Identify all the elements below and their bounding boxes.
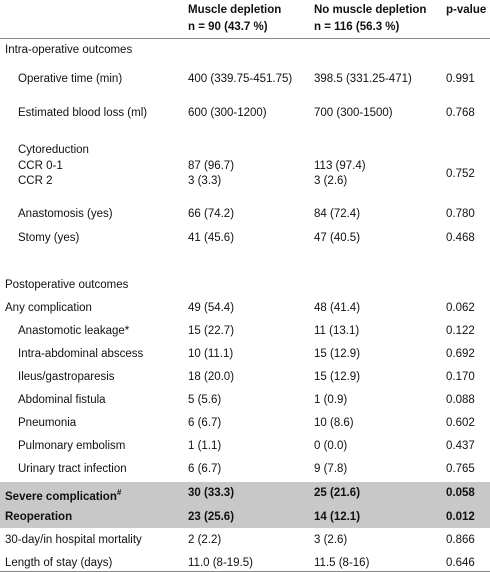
- row-label: Estimated blood loss (ml): [18, 107, 148, 119]
- row-label: Pneumonia: [18, 417, 77, 429]
- row-label: Abdominal fistula: [18, 394, 106, 406]
- row-label: Severe complication#: [5, 488, 122, 503]
- cell: 10 (11.1): [188, 348, 234, 360]
- column-subheader: n = 90 (43.7 %): [188, 21, 268, 33]
- cell: 0.780: [446, 208, 475, 220]
- cell: 0.170: [446, 371, 475, 383]
- cell: 30 (33.3): [188, 487, 235, 499]
- cell: 0.765: [446, 463, 475, 475]
- cell: 15 (12.9): [314, 371, 361, 383]
- row-label: 30-day/in hospital mortality: [5, 534, 142, 546]
- cell: 2 (2.2): [188, 534, 222, 546]
- cell: 48 (41.4): [314, 302, 361, 314]
- cell: 87 (96.7): [188, 160, 235, 172]
- row-label: CCR 2: [18, 175, 53, 187]
- cell: 15 (12.9): [314, 348, 361, 360]
- cell: 3 (2.6): [314, 175, 348, 187]
- cell: 700 (300-1500): [314, 107, 393, 119]
- cell: 0.602: [446, 417, 475, 429]
- header-rule: [0, 38, 490, 39]
- cell: 23 (25.6): [188, 511, 235, 523]
- cell: 1 (1.1): [188, 440, 222, 452]
- row-label: Anastomosis (yes): [18, 208, 113, 220]
- cell: 5 (5.6): [188, 394, 222, 406]
- cell: 49 (54.4): [188, 302, 235, 314]
- cell: 25 (21.6): [314, 487, 361, 499]
- cell: 15 (22.7): [188, 325, 235, 337]
- section-title: Postoperative outcomes: [5, 279, 129, 291]
- row-label: Ileus/gastroparesis: [18, 371, 115, 383]
- cell: 0.646: [446, 557, 475, 569]
- cell: 14 (12.1): [314, 511, 361, 523]
- cell: 3 (2.6): [314, 534, 348, 546]
- cell: 600 (300-1200): [188, 107, 267, 119]
- cell: 0.012: [446, 511, 475, 523]
- cell: 9 (7.8): [314, 463, 348, 475]
- column-subheader: n = 116 (56.3 %): [314, 21, 400, 33]
- cell: 398.5 (331.25-471): [314, 73, 412, 85]
- row-label: Reoperation: [5, 511, 73, 523]
- cell: 0.468: [446, 232, 475, 244]
- row-label: Length of stay (days): [5, 557, 113, 569]
- cell: 113 (97.4): [314, 160, 366, 172]
- cell: 0.058: [446, 487, 475, 499]
- cell: 47 (40.5): [314, 232, 361, 244]
- footnote-mark: #: [116, 488, 122, 497]
- row-label: Operative time (min): [18, 73, 123, 85]
- row-label: Cytoreduction: [18, 144, 89, 156]
- row-label: Pulmonary embolism: [18, 440, 126, 452]
- cell: 0.692: [446, 348, 475, 360]
- cell: 10 (8.6): [314, 417, 354, 429]
- row-label: Stomy (yes): [18, 232, 80, 244]
- column-header: Muscle depletion: [188, 4, 282, 16]
- cell: 11 (13.1): [314, 325, 360, 337]
- row-label: Intra-abdominal abscess: [18, 348, 144, 360]
- cell: 0.991: [446, 73, 475, 85]
- cell: 66 (74.2): [188, 208, 235, 220]
- row-label: Urinary tract infection: [18, 463, 127, 475]
- section-title: Intra-operative outcomes: [5, 44, 133, 56]
- cell: 41 (45.6): [188, 232, 235, 244]
- cell: 0.122: [446, 325, 475, 337]
- cell: 0.437: [446, 440, 475, 452]
- cell: 11.5 (8-16): [314, 557, 370, 569]
- cell: 6 (6.7): [188, 417, 222, 429]
- cell: 0 (0.0): [314, 440, 348, 452]
- cell: 0.062: [446, 302, 475, 314]
- cell: 84 (72.4): [314, 208, 361, 220]
- cell: 0.088: [446, 394, 475, 406]
- row-highlight: [0, 505, 490, 528]
- cell: 0.768: [446, 107, 475, 119]
- cell: 3 (3.3): [188, 175, 222, 187]
- cell: 18 (20.0): [188, 371, 235, 383]
- row-highlight: [0, 482, 490, 505]
- cell: 400 (339.75-451.75): [188, 73, 293, 85]
- cell: 1 (0.9): [314, 394, 348, 406]
- cell: 6 (6.7): [188, 463, 222, 475]
- row-label: CCR 0-1: [18, 160, 63, 172]
- cell: 0.866: [446, 534, 475, 546]
- column-header: No muscle depletion: [314, 4, 427, 16]
- cell: 11.0 (8-19.5): [188, 557, 253, 569]
- column-header: p-value: [446, 4, 487, 16]
- row-label: Anastomotic leakage*: [18, 325, 130, 337]
- cell: 0.752: [446, 168, 475, 180]
- row-label: Any complication: [5, 302, 92, 314]
